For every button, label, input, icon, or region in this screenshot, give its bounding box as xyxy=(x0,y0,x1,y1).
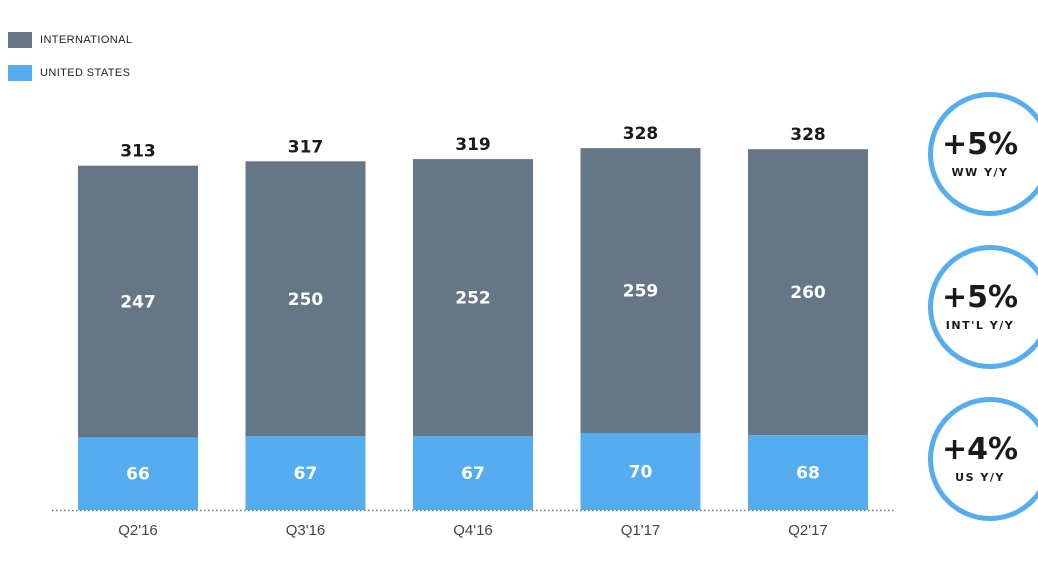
legend-swatch-international xyxy=(8,32,32,48)
bar-international-2 xyxy=(413,159,533,437)
total-label-0: 313 xyxy=(120,142,156,162)
bar-international-0 xyxy=(78,165,198,438)
bar-international-3 xyxy=(580,148,701,433)
total-label-2: 319 xyxy=(455,135,491,155)
bar-united-states-4 xyxy=(748,435,868,510)
total-label-4: 328 xyxy=(790,125,826,145)
bar-united-states-2 xyxy=(413,436,533,510)
legend: INTERNATIONAL UNITED STATES xyxy=(8,30,132,96)
legend-label-united-states: UNITED STATES xyxy=(40,67,131,79)
x-tick-label-4: Q2'17 xyxy=(788,522,828,539)
badge-intl-yy: +5% INT'L Y/Y xyxy=(928,245,1038,369)
data-label-international-4: 260 xyxy=(790,283,826,303)
badge-us-value: +4% xyxy=(941,431,1019,467)
total-label-3: 328 xyxy=(623,124,659,144)
bar-international-1 xyxy=(245,161,366,437)
data-label-international-0: 247 xyxy=(120,293,156,313)
legend-item-international: INTERNATIONAL xyxy=(8,30,132,50)
total-label-1: 317 xyxy=(288,137,324,157)
data-label-united-states-1: 67 xyxy=(294,464,318,484)
badge-us-yy: +4% US Y/Y xyxy=(928,397,1038,521)
badge-ww-label: WW Y/Y xyxy=(951,165,1009,179)
data-label-international-1: 250 xyxy=(288,290,324,310)
data-label-international-3: 259 xyxy=(623,282,659,302)
x-tick-label-0: Q2'16 xyxy=(118,522,158,539)
data-label-united-states-4: 68 xyxy=(796,464,820,484)
badge-ww-yy: +5% WW Y/Y xyxy=(928,92,1038,216)
data-label-united-states-3: 70 xyxy=(629,463,653,483)
bar-united-states-1 xyxy=(245,436,366,510)
legend-label-international: INTERNATIONAL xyxy=(40,34,133,46)
x-tick-label-1: Q3'16 xyxy=(286,522,326,539)
legend-item-united-states: UNITED STATES xyxy=(8,63,132,83)
badge-intl-label: INT'L Y/Y xyxy=(945,318,1015,332)
stacked-bar-chart: 66 247 313 Q2'16 67 250 317 Q3'16 67 252 319 Q4'16 7… xyxy=(52,124,895,539)
badge-us-label: US Y/Y xyxy=(955,470,1005,484)
data-label-united-states-0: 66 xyxy=(126,465,150,485)
x-tick-label-2: Q4'16 xyxy=(453,522,493,539)
data-label-international-2: 252 xyxy=(455,289,491,309)
bar-international-4 xyxy=(748,149,868,436)
x-tick-label-3: Q1'17 xyxy=(621,522,661,539)
bar-united-states-0 xyxy=(78,437,198,510)
badge-ww-value: +5% xyxy=(941,126,1019,162)
data-label-united-states-2: 67 xyxy=(461,464,485,484)
badge-intl-value: +5% xyxy=(941,279,1019,315)
legend-swatch-united-states xyxy=(8,65,32,81)
bar-united-states-3 xyxy=(580,433,701,510)
